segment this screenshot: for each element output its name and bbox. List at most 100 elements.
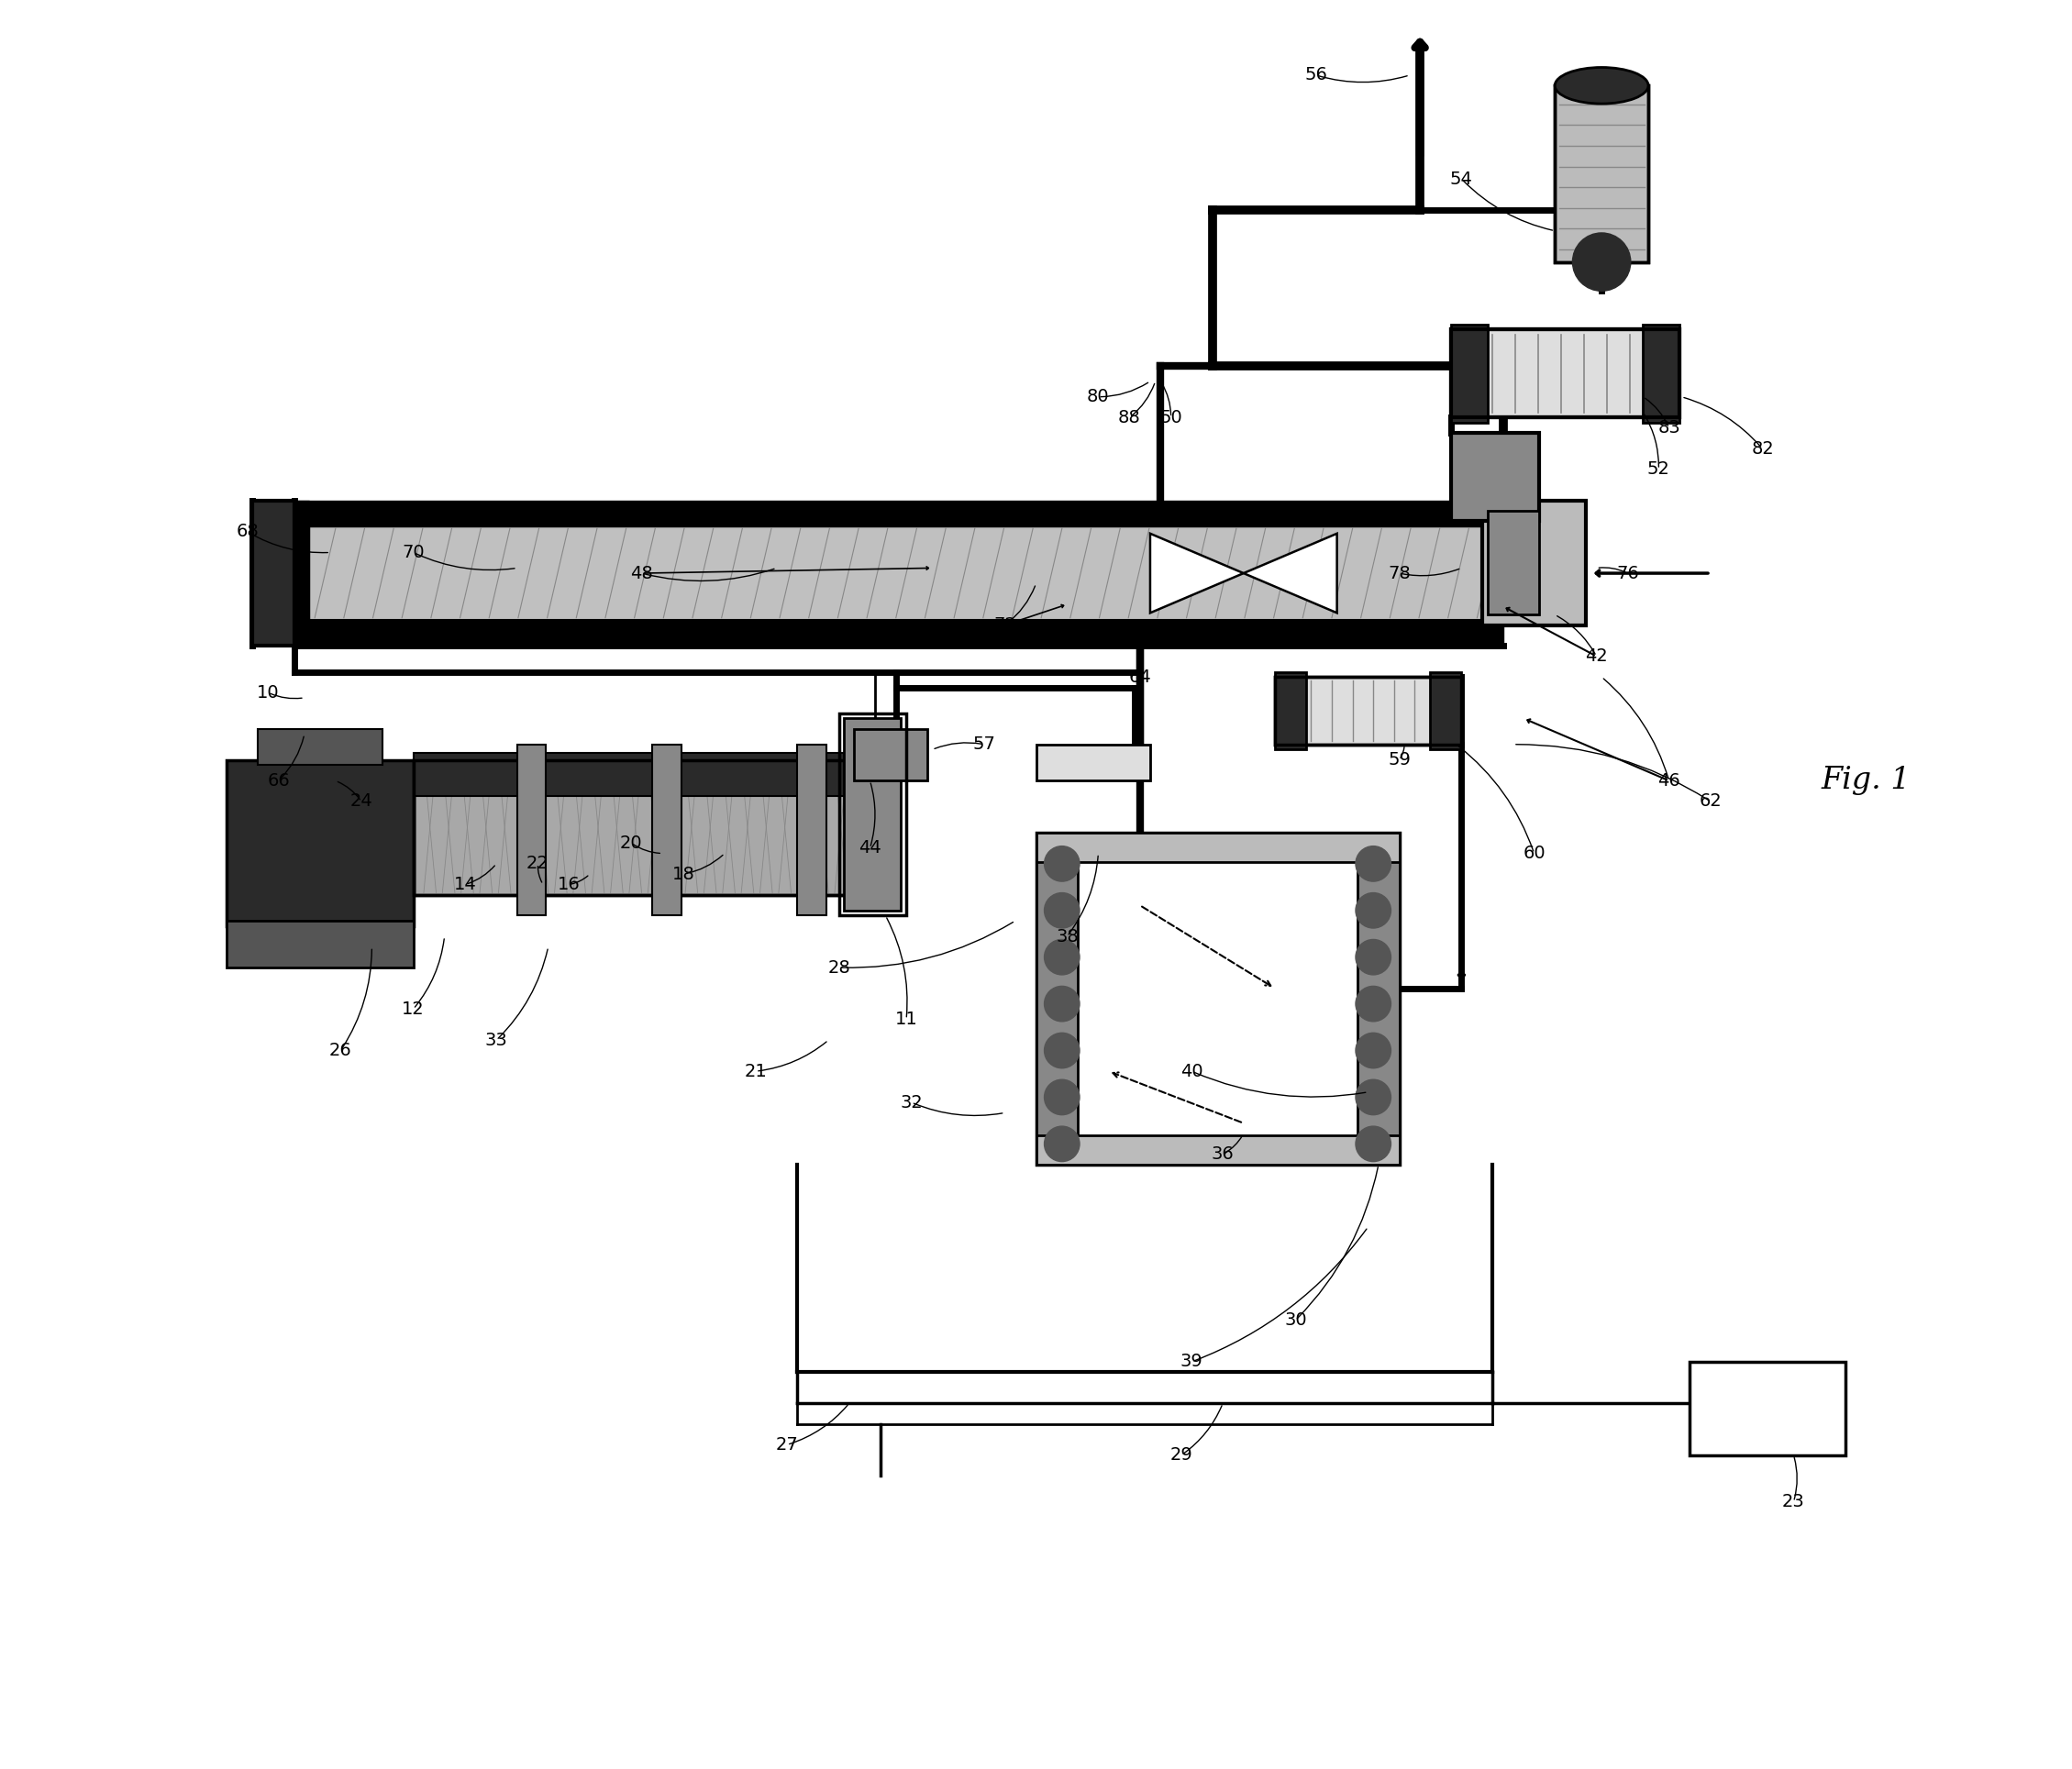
Bar — [653, 745, 682, 916]
Text: 80: 80 — [1088, 387, 1111, 405]
Text: 44: 44 — [858, 840, 881, 856]
Text: 22: 22 — [526, 854, 549, 872]
Text: 68: 68 — [236, 524, 259, 541]
Circle shape — [1355, 893, 1390, 929]
Circle shape — [1573, 234, 1631, 290]
Circle shape — [1044, 846, 1080, 881]
Text: 54: 54 — [1450, 170, 1473, 188]
Circle shape — [1044, 1033, 1080, 1068]
Text: 46: 46 — [1658, 771, 1680, 789]
Text: 30: 30 — [1285, 1311, 1307, 1329]
Text: 82: 82 — [1751, 440, 1774, 458]
Ellipse shape — [1554, 67, 1649, 104]
Bar — [1481, 501, 1585, 624]
Text: 33: 33 — [485, 1031, 508, 1049]
Text: 36: 36 — [1212, 1146, 1235, 1162]
Text: 11: 11 — [895, 1010, 918, 1028]
Bar — [309, 527, 1481, 619]
Bar — [253, 501, 294, 646]
Circle shape — [1044, 1079, 1080, 1114]
Text: 59: 59 — [1388, 752, 1411, 770]
Text: 66: 66 — [267, 771, 290, 789]
Text: 50: 50 — [1160, 409, 1183, 426]
Bar — [1488, 511, 1539, 614]
Text: 78: 78 — [1388, 564, 1411, 582]
Bar — [1430, 672, 1461, 750]
Text: 62: 62 — [1699, 793, 1722, 810]
Circle shape — [1355, 846, 1390, 881]
Text: 83: 83 — [1658, 419, 1680, 437]
Bar — [1036, 833, 1399, 1164]
Text: 20: 20 — [620, 835, 642, 851]
Bar — [1643, 324, 1680, 423]
Text: 12: 12 — [402, 999, 425, 1017]
Text: 57: 57 — [972, 736, 995, 754]
Circle shape — [1044, 893, 1080, 929]
Bar — [1036, 833, 1077, 1164]
Bar — [1036, 1136, 1399, 1164]
Bar — [854, 729, 926, 780]
Text: 23: 23 — [1782, 1493, 1805, 1511]
Text: 28: 28 — [827, 959, 850, 976]
Bar — [1554, 85, 1649, 262]
Bar — [798, 745, 827, 916]
Text: 48: 48 — [630, 564, 653, 582]
Text: 10: 10 — [257, 685, 280, 701]
Text: 32: 32 — [899, 1093, 922, 1111]
Bar — [1554, 85, 1649, 262]
Circle shape — [1355, 939, 1390, 975]
Bar — [412, 761, 860, 895]
Text: 42: 42 — [1585, 647, 1608, 665]
Text: 18: 18 — [671, 865, 694, 883]
Bar — [294, 501, 309, 646]
Circle shape — [1044, 939, 1080, 975]
Circle shape — [1044, 1127, 1080, 1162]
Text: 60: 60 — [1523, 844, 1546, 862]
Text: 21: 21 — [744, 1063, 767, 1081]
Circle shape — [1355, 1033, 1390, 1068]
Bar — [226, 922, 412, 968]
Bar — [843, 718, 901, 911]
Text: 26: 26 — [329, 1042, 352, 1060]
Bar — [518, 745, 547, 916]
Polygon shape — [1150, 534, 1243, 612]
Text: 39: 39 — [1181, 1353, 1204, 1371]
Text: 27: 27 — [775, 1436, 798, 1454]
Bar — [1036, 833, 1399, 862]
Text: 14: 14 — [454, 876, 477, 893]
Text: 29: 29 — [1171, 1447, 1193, 1465]
Bar — [412, 754, 860, 796]
Text: 64: 64 — [1129, 669, 1152, 686]
Circle shape — [1044, 985, 1080, 1021]
Text: 72: 72 — [992, 616, 1015, 633]
Bar — [257, 729, 381, 766]
Circle shape — [1355, 985, 1390, 1021]
Bar — [1274, 672, 1305, 750]
Bar — [1450, 329, 1680, 417]
Bar — [1274, 678, 1461, 745]
Bar — [1274, 678, 1461, 745]
Bar — [226, 761, 412, 925]
Bar — [1691, 1362, 1846, 1456]
Text: 88: 88 — [1119, 409, 1142, 426]
Text: 76: 76 — [1616, 564, 1639, 582]
Circle shape — [1355, 1079, 1390, 1114]
Text: 38: 38 — [1057, 927, 1080, 945]
Text: 16: 16 — [557, 876, 580, 893]
Text: 70: 70 — [402, 543, 425, 561]
Polygon shape — [1243, 534, 1336, 612]
Circle shape — [1355, 1127, 1390, 1162]
Bar — [1450, 433, 1539, 522]
Bar — [1450, 324, 1488, 423]
Text: 52: 52 — [1647, 460, 1670, 478]
Bar — [839, 713, 905, 916]
Text: 24: 24 — [350, 793, 373, 810]
Bar — [1036, 745, 1150, 780]
Bar — [1357, 833, 1399, 1164]
Polygon shape — [570, 766, 839, 884]
Text: 56: 56 — [1305, 67, 1328, 83]
Text: 40: 40 — [1181, 1063, 1204, 1081]
Bar — [1450, 329, 1680, 417]
Bar — [412, 761, 860, 895]
Text: Fig. 1: Fig. 1 — [1821, 766, 1910, 796]
